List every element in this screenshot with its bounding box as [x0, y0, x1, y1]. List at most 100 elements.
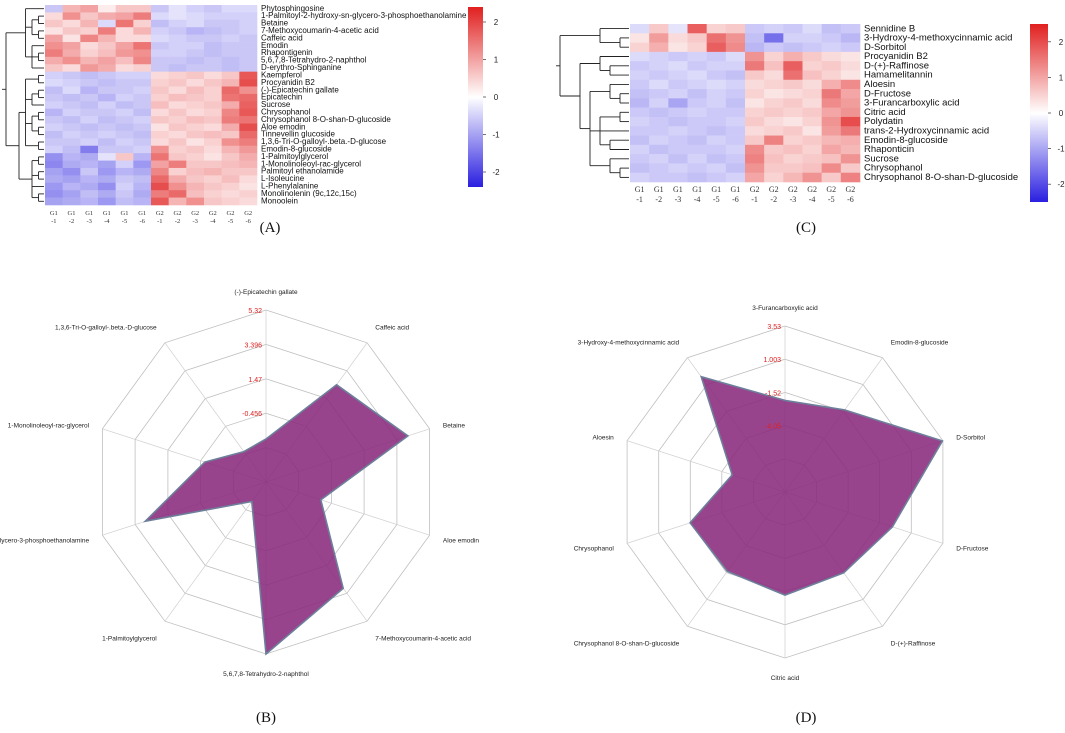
heatmap-cell: [186, 86, 205, 95]
heatmap-cell: [133, 71, 152, 80]
heatmap-cell: [62, 64, 81, 72]
heatmap-cell: [821, 98, 842, 108]
radar-category-label: (-)-Epicatechin gallate: [234, 289, 298, 296]
heatmap-cell: [668, 107, 688, 118]
heatmap-cell: [98, 116, 116, 124]
heatmap-cell: [186, 138, 205, 147]
heatmap-cell: [668, 163, 688, 173]
heatmap-cell: [745, 33, 765, 43]
heatmap-cell: [168, 145, 187, 154]
heatmap-cell: [630, 79, 650, 90]
heatmap-cell: [204, 175, 222, 184]
heatmap-cell: [745, 98, 765, 108]
heatmap-cell: [840, 70, 861, 81]
heatmap-cell: [80, 145, 99, 154]
heatmap-cell: [151, 153, 169, 161]
heatmap-cell: [687, 33, 707, 43]
radar-category-label: 7-Methoxycoumarin-4-acetic acid: [375, 636, 471, 643]
heatmap-cell: [745, 79, 765, 90]
heatmap-cell: [706, 116, 727, 127]
heatmap-cell: [133, 49, 152, 58]
heatmap-cell: [840, 116, 861, 127]
row-label: Chrysophanol: [864, 163, 923, 174]
heatmap-cell: [80, 42, 99, 50]
heatmap-cell: [239, 64, 258, 72]
heatmap-cell: [840, 42, 861, 53]
heatmap-cell: [221, 64, 240, 72]
heatmap-cell: [186, 12, 205, 21]
heatmap-cell: [668, 24, 688, 34]
heatmap-cell: [186, 108, 205, 117]
heatmap-cell: [725, 61, 746, 71]
heatmap-cell: [80, 93, 99, 102]
row-label: Chrysophanol 8-O-shan-D-glucoside: [261, 115, 391, 124]
heatmap-cell: [204, 19, 222, 28]
heatmap-cell: [62, 182, 81, 191]
heatmap-cell: [745, 61, 765, 71]
heatmap-cell: [80, 167, 99, 176]
heatmap-cell: [204, 130, 222, 139]
heatmap-cell: [687, 154, 707, 164]
heatmap-cell: [840, 154, 861, 164]
heatmap-cell: [725, 163, 746, 173]
colorbar: [468, 7, 483, 187]
heatmap-cell: [706, 144, 727, 155]
heatmap-cell: [98, 12, 116, 21]
heatmap-cell: [98, 42, 116, 50]
heatmap-cell: [80, 19, 99, 28]
heatmap-cell: [204, 49, 222, 58]
heatmap-cell: [706, 98, 727, 108]
heatmap-cell: [649, 79, 669, 90]
heatmap-cell: [98, 130, 116, 139]
heatmap-cell: [840, 107, 861, 118]
radar-panel-b: 5.32 3.396 1.47 -0.456 (-)-Epicatechin galla…: [0, 289, 479, 678]
heatmap-cell: [687, 163, 707, 173]
heatmap-cell: [204, 101, 222, 110]
heatmap-cell: [133, 79, 152, 87]
heatmap-cell: [783, 126, 803, 136]
heatmap-cell: [45, 12, 63, 21]
heatmap-cell: [133, 12, 152, 21]
heatmap-cell: [133, 64, 152, 72]
heatmap-cell: [239, 108, 258, 117]
heatmap-cell: [62, 27, 81, 35]
heatmap-cell: [80, 190, 99, 198]
heatmap-cell: [649, 163, 669, 173]
heatmap-cell: [764, 24, 784, 34]
radar-category-label: lmitoyl-2-hydroxy-sn-glycero-3-phosphoet…: [0, 538, 89, 545]
heatmap-cell: [115, 5, 134, 13]
heatmap-cell: [62, 130, 81, 139]
heatmap-cell: [151, 101, 169, 110]
heatmap-cell: [80, 49, 99, 58]
heatmap-cell: [239, 86, 258, 95]
heatmap-cell: [151, 19, 169, 28]
heatmap-cell: [687, 126, 707, 136]
heatmap-cell: [221, 12, 240, 21]
heatmap-cell: [151, 93, 169, 102]
heatmap-cell: [151, 182, 169, 191]
heatmap-cell: [133, 175, 152, 184]
heatmap-cell: [151, 79, 169, 87]
radar-category-label: Betaine: [443, 423, 465, 430]
heatmap-cell: [45, 19, 63, 28]
radar-category-label: Aloe emodin: [443, 538, 480, 545]
colorbar-tick-label: -2: [1057, 180, 1065, 189]
heatmap-cell: [725, 107, 746, 118]
heatmap-cell: [80, 101, 99, 110]
heatmap-cell: [186, 153, 205, 161]
heatmap-cell: [668, 42, 688, 53]
heatmap-cell: [706, 79, 727, 90]
heatmap-cell: [62, 145, 81, 154]
heatmap-cell: [151, 64, 169, 72]
heatmap-cell: [45, 27, 63, 35]
colorbar-tick-label: -1: [492, 131, 500, 140]
heatmap-cell: [821, 24, 842, 34]
row-label: Chrysophanol: [261, 107, 311, 116]
heatmap-cell: [783, 107, 803, 118]
heatmap-cell: [151, 197, 169, 206]
heatmap-cell: [168, 79, 187, 87]
radar-category-label: 1-Monolinoleoyl-rac-glycerol: [8, 423, 90, 430]
heatmap-cell: [115, 190, 134, 198]
heatmap-cell: [115, 56, 134, 65]
heatmap-cell: [764, 154, 784, 164]
